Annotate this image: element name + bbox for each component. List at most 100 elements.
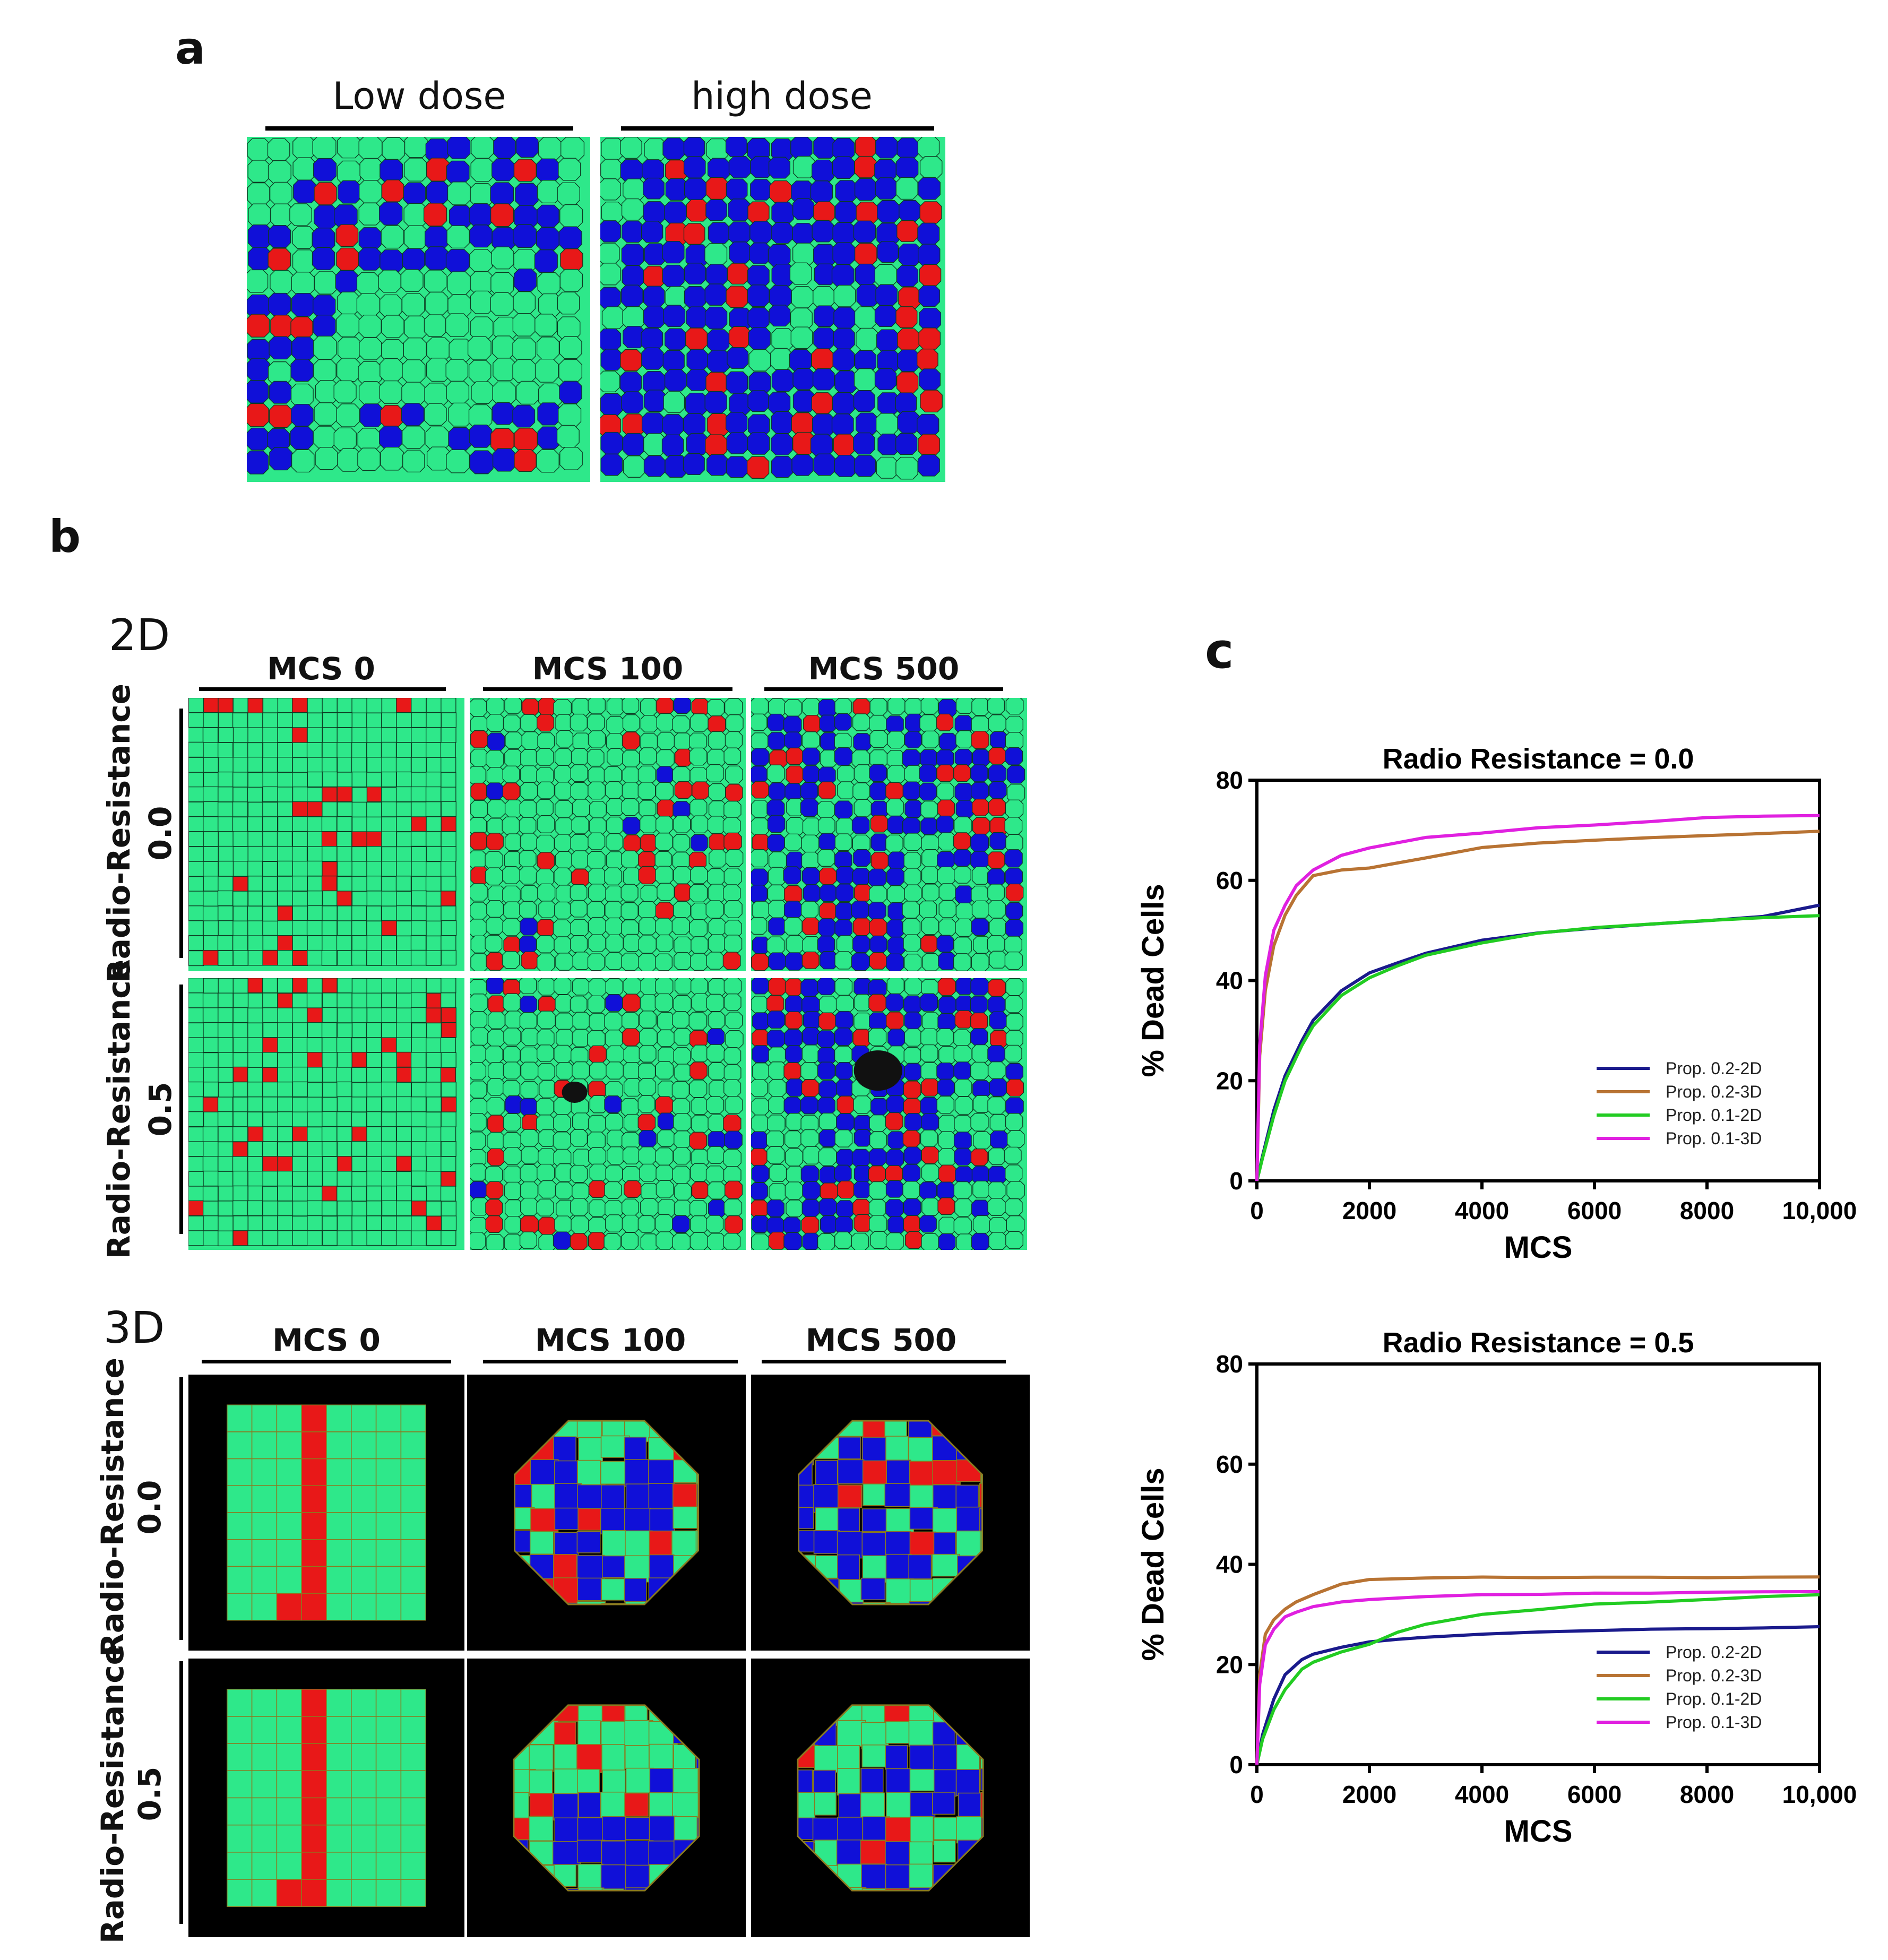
tissue-cell <box>691 1044 709 1063</box>
tissue-cell <box>351 1186 367 1202</box>
tissue-cell <box>218 742 234 758</box>
tissue-cell <box>784 833 802 851</box>
tissue-cell <box>537 781 555 799</box>
tissue-cell <box>791 412 814 435</box>
tissue-cell <box>380 404 403 428</box>
tissue-cell <box>426 831 442 847</box>
tissue-cell-3d <box>400 1743 426 1772</box>
tissue-cell <box>784 917 803 936</box>
tissue-cell <box>538 698 556 716</box>
necrotic-core <box>562 1082 588 1103</box>
tissue-cell <box>571 850 590 869</box>
tissue-cell <box>605 1214 623 1232</box>
tissue-cell-3d <box>578 1437 604 1464</box>
tissue-cell <box>336 1037 352 1053</box>
tissue-cell <box>504 1233 522 1250</box>
tissue-cell <box>441 816 456 832</box>
tissue-cell <box>358 314 382 338</box>
tissue-cell <box>366 801 382 818</box>
tissue-cell <box>404 158 428 182</box>
tissue-cell-3d <box>375 1879 402 1907</box>
tissue-cell-3d <box>624 1507 651 1534</box>
tissue-cell <box>247 816 263 832</box>
tissue-cell <box>321 1186 338 1202</box>
row-value-2d-0: 0.0 <box>142 806 178 861</box>
tissue-cell <box>768 1096 786 1114</box>
tissue-cell <box>538 137 562 161</box>
tissue-cell-3d <box>227 1716 253 1744</box>
tissue-cell <box>723 884 741 902</box>
tissue-cell <box>783 1216 801 1234</box>
tissue-cell-3d <box>326 1689 352 1717</box>
tissue-cell <box>218 1230 234 1247</box>
tissue-cell <box>919 1215 937 1233</box>
tissue-cell <box>707 816 726 834</box>
tissue-cell <box>752 901 770 919</box>
tissue-cell <box>904 698 923 716</box>
tissue-cell <box>502 782 520 800</box>
tissue-cell-3d <box>908 1554 932 1579</box>
tissue-cell <box>203 712 219 728</box>
tissue-cell <box>570 1129 588 1147</box>
tissue-cell <box>834 1129 853 1147</box>
tissue-cell <box>470 748 488 767</box>
tissue-cell <box>937 1197 955 1215</box>
tissue-cell <box>277 712 293 728</box>
tissue-cell-3d <box>601 1578 627 1601</box>
tissue-cell <box>918 177 941 200</box>
tissue-cell <box>970 1113 989 1132</box>
tissue-cell <box>868 1199 886 1217</box>
x-tick-label: 8000 <box>1680 1197 1734 1224</box>
tissue-cell <box>987 868 1005 886</box>
tissue-cell <box>989 951 1007 969</box>
tissue-cell <box>232 816 248 833</box>
tissue-cell <box>291 449 315 473</box>
tissue-cell-3d <box>625 1887 653 1891</box>
tissue-cell <box>1005 978 1024 996</box>
tissue-cell <box>877 200 900 223</box>
tissue-cell <box>936 764 954 782</box>
tissue-cell <box>938 900 956 918</box>
tissue-cell <box>640 698 658 716</box>
tissue-cell <box>641 1182 659 1201</box>
tissue-cell <box>691 698 709 716</box>
tissue-cell <box>441 787 456 802</box>
tissue-cell <box>751 765 768 784</box>
tissue-cell <box>277 1037 293 1053</box>
tissue-cell <box>605 1030 623 1048</box>
tissue-cell <box>423 203 447 227</box>
tissue-cell <box>685 392 708 416</box>
tissue-cell <box>751 748 770 766</box>
tissue-cell <box>904 731 922 748</box>
tissue-cell <box>512 404 536 428</box>
tissue-cell <box>322 935 338 952</box>
tissue-cell <box>537 426 561 450</box>
tissue-cell <box>307 876 323 892</box>
tissue-cell <box>262 727 278 743</box>
tissue-cell <box>359 180 382 203</box>
y-axis-label: % Dead Cells <box>1136 1467 1170 1661</box>
tissue-cell <box>690 866 708 884</box>
tissue-cell <box>411 890 427 906</box>
tissue-cell <box>426 181 449 204</box>
tissue-cell <box>188 1037 204 1053</box>
tissue-cell-3d <box>812 1817 840 1843</box>
tissue-cell-3d <box>885 1721 913 1744</box>
tissue-cell <box>768 392 791 415</box>
tissue-cell-3d <box>276 1770 302 1799</box>
tissue-cell <box>292 1096 308 1113</box>
tissue-cell <box>247 314 270 338</box>
tissue-cell <box>307 816 323 832</box>
tissue-cell <box>441 1156 456 1172</box>
tissue-cell-3d <box>351 1593 377 1621</box>
tissue-cell-3d <box>251 1512 278 1540</box>
tissue-cell <box>587 749 605 767</box>
tissue-cell <box>690 834 708 852</box>
tissue-cell <box>784 1045 803 1063</box>
tissue-cell <box>537 1163 555 1182</box>
tissue-cell <box>247 1126 264 1142</box>
tissue-cell <box>657 1029 675 1047</box>
tissue-cell <box>395 876 412 892</box>
tissue-cell <box>686 306 708 329</box>
